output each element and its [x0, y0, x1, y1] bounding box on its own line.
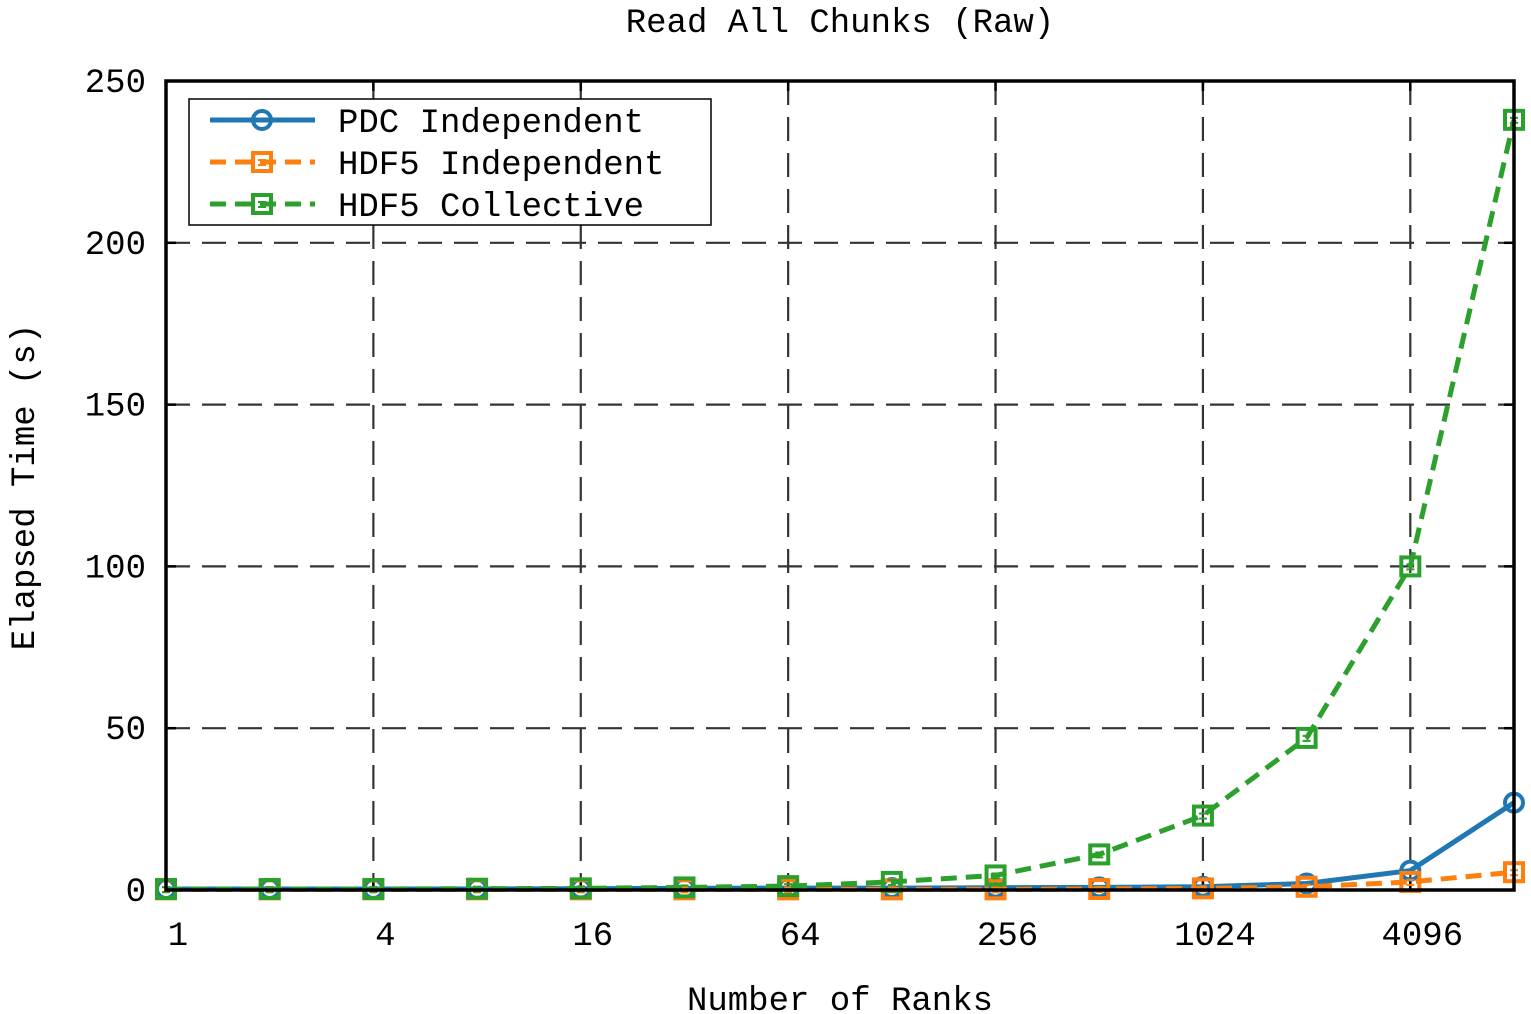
chart-title: Read All Chunks (Raw) [626, 5, 1054, 43]
legend-item-3: HDF5 Collective [210, 189, 644, 227]
marker-square [1191, 804, 1214, 827]
legend-item-2: HDF5 Independent [210, 147, 664, 185]
legend-label: HDF5 Collective [338, 189, 644, 227]
x-tick-label: 64 [780, 918, 821, 956]
x-axis-label: Number of Ranks [687, 983, 993, 1014]
series-group [155, 108, 1525, 901]
legend-marker [251, 109, 273, 131]
legend-marker [251, 193, 273, 215]
x-tick-label: 1 [168, 918, 188, 956]
series-1 [155, 791, 1525, 901]
legend: PDC Independent HDF5 Independent HDF5 Coll… [188, 98, 712, 227]
plot-frame [164, 79, 1516, 892]
y-tick-label: 0 [126, 874, 146, 912]
data-point [1399, 555, 1422, 578]
x-tick-label: 16 [572, 918, 613, 956]
data-point [1088, 843, 1111, 866]
x-tick-label: 1024 [1174, 918, 1256, 956]
data-point [984, 864, 1007, 887]
marker-square [251, 193, 273, 215]
y-tick-label: 250 [85, 65, 146, 103]
marker-square [1088, 843, 1111, 866]
marker-square [1295, 726, 1318, 749]
axis-ticks: 0 50 100 150 200 250 1 4 16 64 256 1024 4096 [85, 65, 1514, 956]
legend-marker [251, 151, 273, 173]
y-axis-label: Elapsed Time (s) [7, 324, 45, 650]
series-3 [155, 108, 1525, 901]
marker-square [251, 151, 273, 173]
legend-label: PDC Independent [338, 105, 644, 143]
grid [166, 81, 1514, 890]
marker-square [673, 876, 696, 899]
y-tick-label: 100 [85, 550, 146, 588]
series-line [166, 119, 1517, 892]
legend-item-1: PDC Independent [210, 105, 644, 143]
x-tick-label: 256 [977, 918, 1038, 956]
data-point [1295, 726, 1318, 749]
x-tick-label: 4 [375, 918, 395, 956]
marker-square [1295, 875, 1318, 898]
y-tick-label: 150 [85, 389, 146, 427]
y-tick-label: 50 [105, 712, 146, 750]
y-tick-label: 200 [85, 227, 146, 265]
marker-square [984, 864, 1007, 887]
marker-square [777, 875, 800, 898]
data-point [1191, 804, 1214, 827]
marker-square [1399, 555, 1422, 578]
legend-label: HDF5 Independent [338, 147, 664, 185]
x-tick-label: 4096 [1381, 918, 1463, 956]
